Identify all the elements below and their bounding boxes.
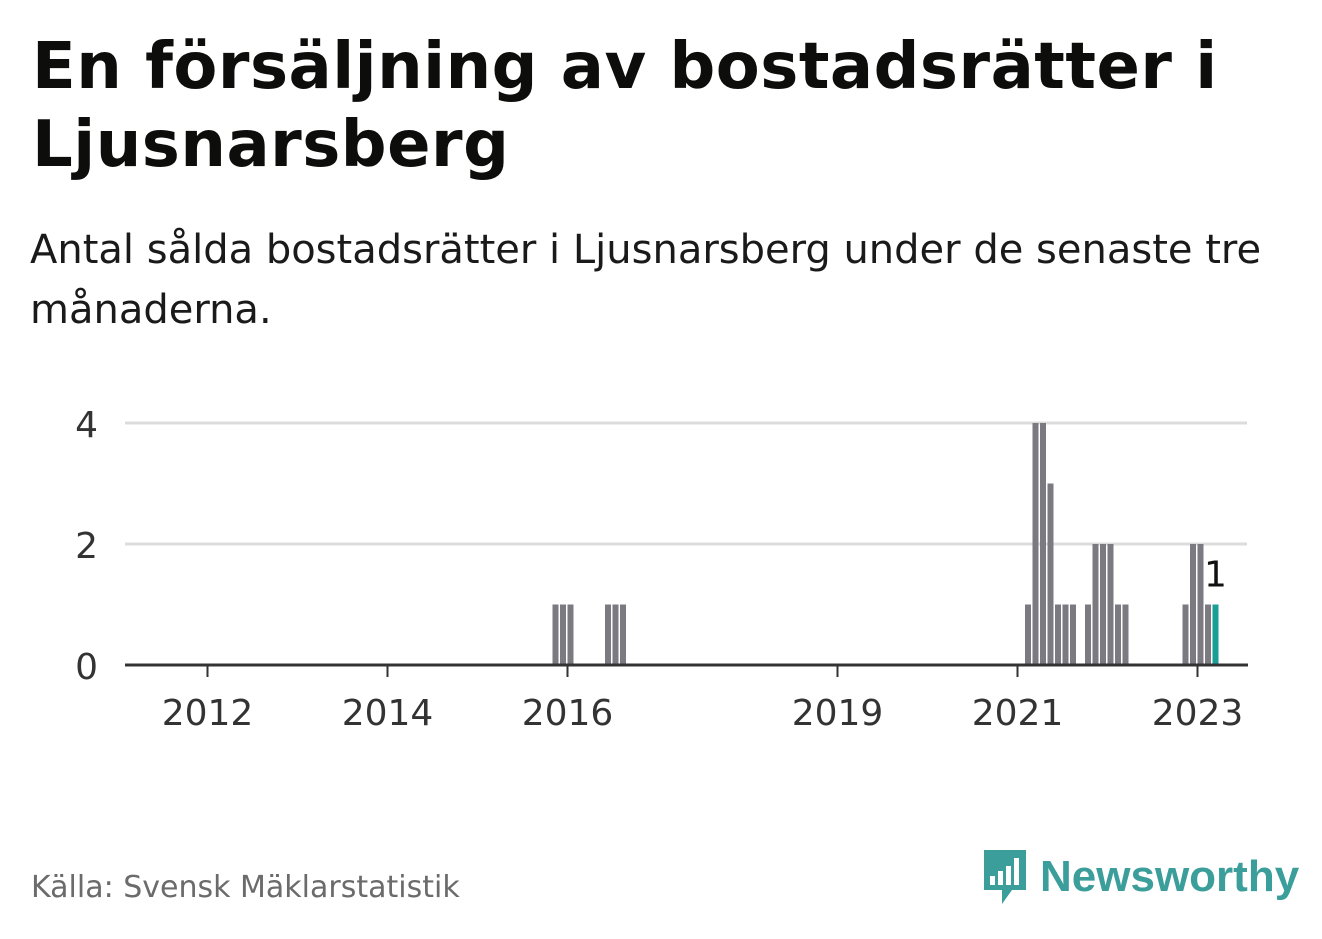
bar: [1040, 423, 1046, 665]
bar: [1122, 604, 1129, 665]
bar: [1107, 544, 1114, 665]
x-tick-label: 2014: [342, 693, 434, 734]
bar: [1197, 544, 1204, 665]
newsworthy-logo-icon: [984, 850, 1026, 904]
bar: [1100, 544, 1106, 665]
bar: [1025, 604, 1031, 665]
y-tick-label: 4: [75, 405, 98, 446]
x-tick-label: 2012: [162, 693, 254, 734]
x-tick-label: 2021: [972, 693, 1064, 734]
bar: [1085, 604, 1091, 665]
bar: [605, 604, 611, 665]
bars: [552, 423, 1219, 665]
data-label: 1: [1204, 555, 1227, 596]
bar: [1182, 604, 1189, 665]
bar: [1062, 604, 1069, 665]
x-tick-label: 2016: [522, 693, 614, 734]
bar: [1070, 604, 1076, 665]
x-tick-label: 2023: [1152, 693, 1244, 734]
bar: [1047, 483, 1054, 665]
bar: [1032, 423, 1039, 665]
gridlines: [125, 421, 1247, 546]
bar: [1055, 604, 1061, 665]
y-tick-label: 2: [75, 526, 98, 567]
brand-name: Newsworthy: [1040, 852, 1300, 901]
bar: [1092, 544, 1099, 665]
source-note: Källa: Svensk Mäklarstatistik: [31, 870, 460, 905]
bar: [1190, 544, 1196, 665]
bar: [1115, 604, 1121, 665]
brand-logo[interactable]: Newsworthy: [980, 846, 1299, 908]
x-tick-label: 2019: [792, 693, 884, 734]
y-axis-ticks: 0 2 4: [75, 405, 98, 688]
bar: [1205, 604, 1211, 665]
bar: [567, 604, 574, 665]
y-tick-label: 0: [75, 647, 98, 688]
chart-subtitle: Antal sålda bostadsrätter i Ljusnarsberg…: [30, 227, 1262, 333]
chart-title: En försäljning av bostadsrätter i Ljusna…: [32, 30, 1218, 182]
bar: [620, 604, 626, 665]
annotations: 1: [1202, 553, 1229, 598]
bar: [612, 604, 619, 665]
bar-highlight: [1212, 604, 1219, 665]
x-axis-ticks: 2012 2014 2016 2019 2021 2023: [162, 665, 1244, 734]
bar: [560, 604, 566, 665]
bar: [552, 604, 559, 665]
